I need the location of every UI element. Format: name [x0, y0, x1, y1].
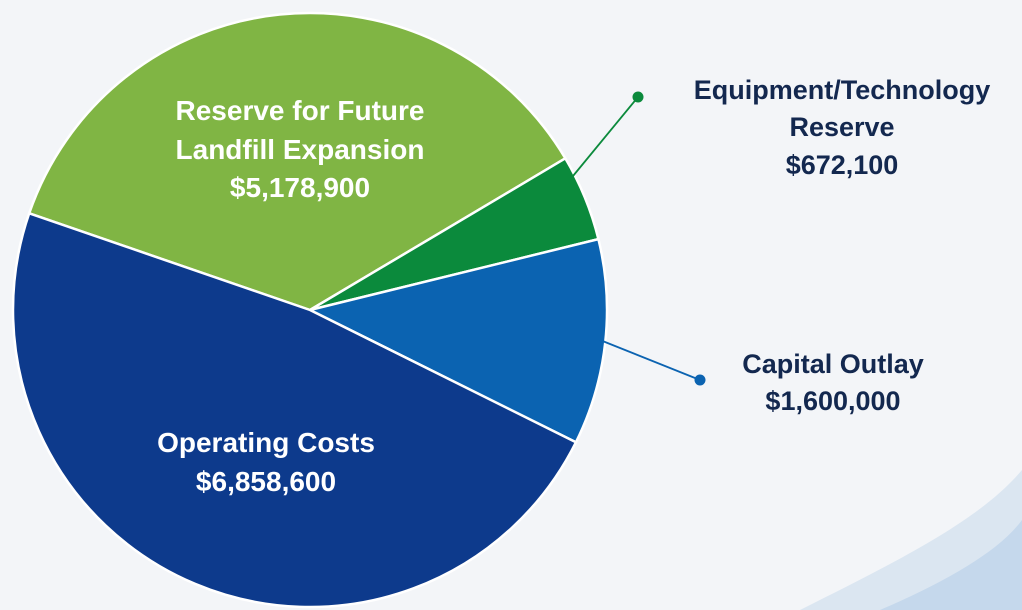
category-label: Capital Outlay: [742, 349, 924, 379]
pie-slice: [11, 212, 578, 609]
leader-line: [599, 339, 701, 381]
leader-dot: [632, 91, 644, 103]
category-label: Reserve for Future Landfill Expansion: [175, 95, 425, 165]
slice-label: Reserve for Future Landfill Expansion $5,…: [145, 92, 455, 208]
category-label: Equipment/Technology Reserve: [693, 75, 991, 143]
pie-slice: [27, 11, 567, 312]
value-label: $1,600,000: [765, 386, 901, 417]
value-label: $672,100: [785, 149, 899, 180]
leader-dot: [694, 374, 706, 386]
leader-line: [572, 96, 639, 177]
value-label: $5,178,900: [229, 172, 371, 204]
slice-label: Operating Costs $6,858,600: [106, 424, 426, 501]
value-label: $6,858,600: [195, 465, 337, 497]
category-label: Operating Costs: [157, 427, 375, 458]
slice-label: Capital Outlay $1,600,000: [683, 346, 983, 421]
slice-label: Equipment/Technology Reserve $672,100: [657, 72, 1022, 184]
background-swoosh: [880, 520, 1022, 610]
